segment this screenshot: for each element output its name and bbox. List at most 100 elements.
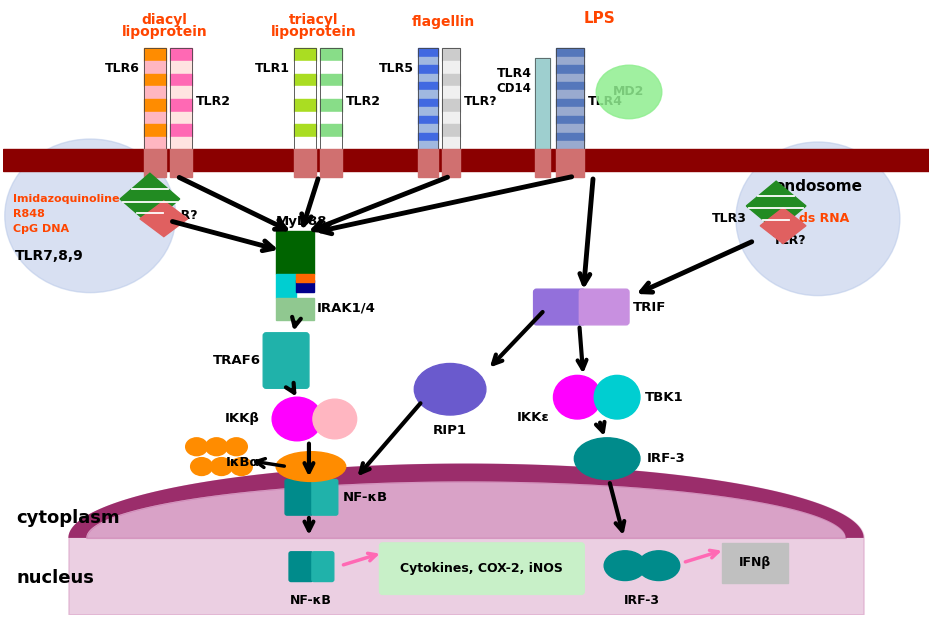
FancyBboxPatch shape bbox=[312, 552, 334, 581]
Bar bbox=[320, 124, 342, 137]
Bar bbox=[418, 116, 438, 124]
Ellipse shape bbox=[5, 139, 176, 292]
Bar bbox=[144, 86, 166, 99]
Bar bbox=[170, 112, 192, 124]
Ellipse shape bbox=[206, 438, 227, 456]
Bar bbox=[320, 48, 342, 61]
Ellipse shape bbox=[211, 458, 232, 476]
Ellipse shape bbox=[554, 375, 601, 419]
Bar bbox=[535, 58, 551, 149]
Bar bbox=[170, 137, 192, 149]
Text: endosome: endosome bbox=[774, 178, 862, 194]
Text: cytoplasm: cytoplasm bbox=[17, 509, 120, 527]
Text: MD2: MD2 bbox=[613, 86, 645, 99]
Bar bbox=[294, 99, 316, 112]
Bar bbox=[144, 48, 166, 61]
Bar bbox=[442, 112, 460, 124]
Polygon shape bbox=[140, 201, 187, 237]
Bar bbox=[170, 48, 192, 61]
Bar bbox=[294, 149, 316, 177]
Bar bbox=[320, 137, 342, 149]
Bar bbox=[418, 99, 438, 107]
Text: IFNβ: IFNβ bbox=[739, 556, 772, 569]
Bar bbox=[442, 99, 460, 112]
Text: TRIF: TRIF bbox=[633, 300, 666, 313]
Bar bbox=[442, 73, 460, 86]
Polygon shape bbox=[761, 208, 806, 244]
Ellipse shape bbox=[415, 363, 486, 415]
Bar bbox=[170, 124, 192, 137]
Bar bbox=[556, 141, 584, 149]
Bar bbox=[418, 124, 438, 133]
Text: IKKβ: IKKβ bbox=[225, 413, 259, 426]
Text: TLR4: TLR4 bbox=[588, 96, 624, 109]
Bar bbox=[294, 73, 316, 86]
Text: TLR?: TLR? bbox=[165, 209, 199, 222]
Ellipse shape bbox=[574, 438, 640, 479]
FancyBboxPatch shape bbox=[289, 552, 313, 581]
Bar bbox=[442, 48, 460, 61]
Text: lipoprotein: lipoprotein bbox=[122, 25, 208, 39]
Bar bbox=[535, 58, 551, 149]
Bar bbox=[556, 48, 584, 149]
Bar bbox=[294, 48, 316, 61]
Bar bbox=[556, 57, 584, 65]
Text: diacyl: diacyl bbox=[142, 13, 187, 27]
Text: RIP1: RIP1 bbox=[433, 424, 467, 437]
Ellipse shape bbox=[736, 142, 900, 296]
Ellipse shape bbox=[191, 458, 212, 476]
Text: TLR1: TLR1 bbox=[255, 62, 290, 75]
Text: TBK1: TBK1 bbox=[645, 391, 683, 404]
Bar bbox=[144, 48, 166, 149]
Bar bbox=[3, 149, 929, 172]
Bar bbox=[442, 137, 460, 149]
Text: TLR4: TLR4 bbox=[497, 67, 531, 80]
Text: TLR?: TLR? bbox=[464, 96, 498, 109]
FancyBboxPatch shape bbox=[312, 479, 337, 515]
Bar bbox=[144, 99, 166, 112]
Text: MyD88: MyD88 bbox=[276, 215, 328, 228]
Ellipse shape bbox=[638, 551, 679, 581]
Bar bbox=[320, 149, 342, 177]
Text: TLR7,8,9: TLR7,8,9 bbox=[15, 249, 84, 263]
Text: R848: R848 bbox=[13, 209, 45, 219]
Bar bbox=[418, 57, 438, 65]
Bar bbox=[170, 86, 192, 99]
Bar bbox=[556, 149, 584, 177]
Bar bbox=[556, 107, 584, 116]
Ellipse shape bbox=[226, 438, 247, 456]
Bar bbox=[320, 112, 342, 124]
FancyBboxPatch shape bbox=[534, 289, 585, 325]
Text: TLR5: TLR5 bbox=[379, 62, 415, 75]
Text: NF-κB: NF-κB bbox=[343, 491, 388, 504]
Bar bbox=[170, 61, 192, 73]
Bar bbox=[418, 73, 438, 82]
Bar bbox=[144, 73, 166, 86]
PathPatch shape bbox=[68, 463, 864, 538]
Text: TLR2: TLR2 bbox=[346, 96, 380, 109]
Text: Imidazoquinoline: Imidazoquinoline bbox=[13, 194, 119, 204]
Bar bbox=[556, 133, 584, 141]
Text: TLR6: TLR6 bbox=[105, 62, 140, 75]
Bar bbox=[294, 137, 316, 149]
Bar bbox=[320, 61, 342, 73]
Bar bbox=[556, 91, 584, 99]
Text: Cytokines, COX-2, iNOS: Cytokines, COX-2, iNOS bbox=[401, 562, 563, 575]
Bar bbox=[418, 48, 438, 149]
Bar bbox=[418, 65, 438, 73]
Ellipse shape bbox=[185, 438, 208, 456]
Text: NF-κB: NF-κB bbox=[290, 594, 332, 607]
Bar bbox=[296, 280, 314, 292]
Bar bbox=[418, 141, 438, 149]
Text: IKKε: IKKε bbox=[516, 410, 550, 423]
FancyBboxPatch shape bbox=[263, 333, 308, 388]
FancyBboxPatch shape bbox=[379, 543, 584, 594]
Text: LPS: LPS bbox=[583, 10, 615, 26]
FancyBboxPatch shape bbox=[580, 289, 629, 325]
Bar bbox=[294, 86, 316, 99]
Bar bbox=[418, 91, 438, 99]
Bar bbox=[556, 82, 584, 91]
Text: IκBα: IκBα bbox=[226, 456, 259, 469]
Bar bbox=[418, 149, 438, 177]
Bar bbox=[170, 73, 192, 86]
